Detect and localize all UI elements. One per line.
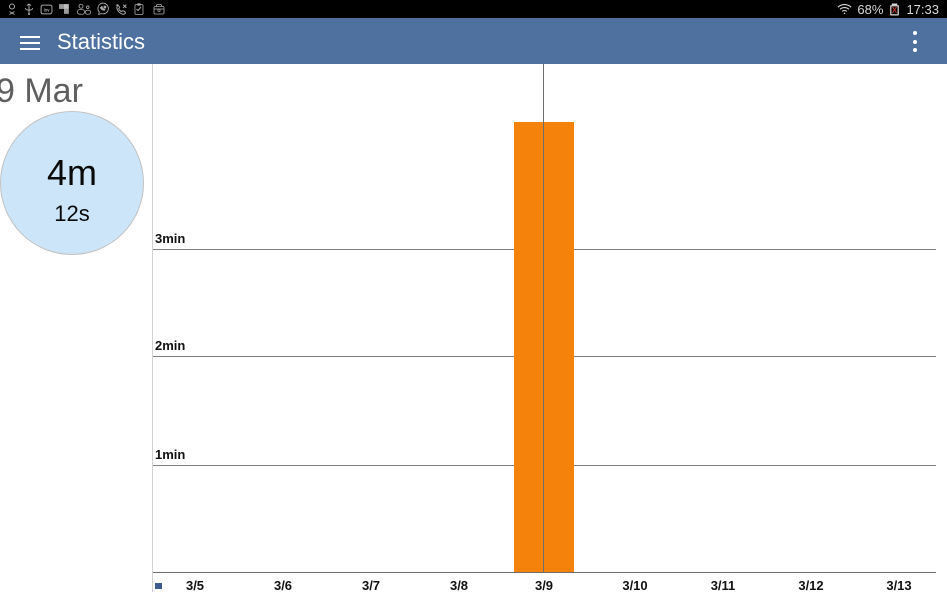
svg-text:X: X <box>892 5 898 14</box>
svg-text:Inv: Inv <box>44 7 51 12</box>
